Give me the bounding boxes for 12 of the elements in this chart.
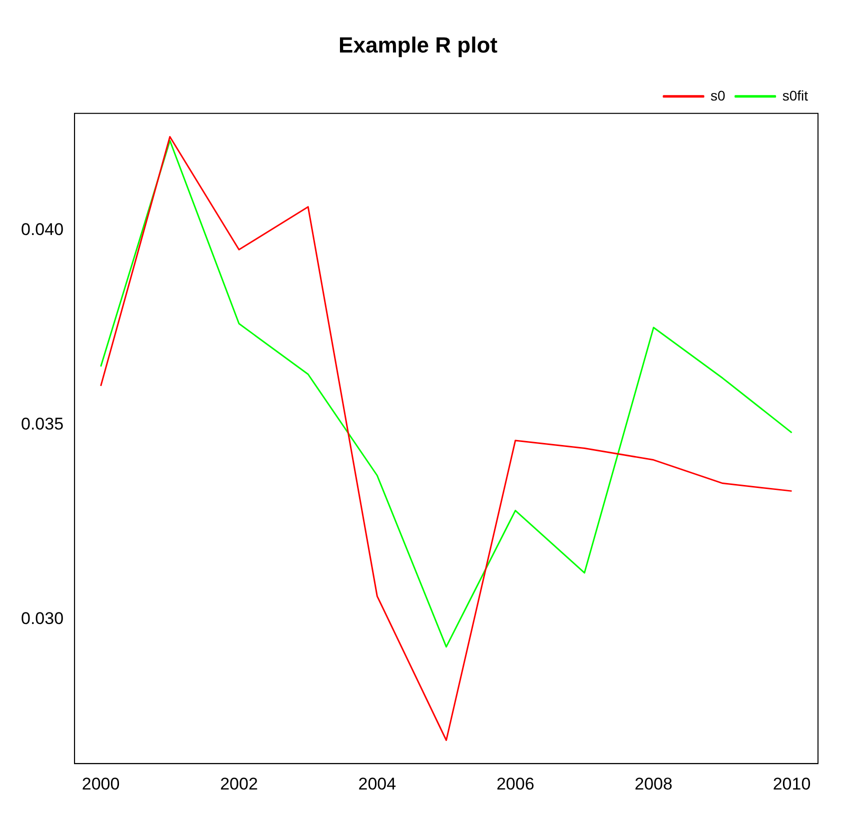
y-tick-label: 0.035 [20, 414, 64, 434]
x-tick-label: 2004 [358, 774, 396, 794]
x-tick-label: 2002 [220, 774, 258, 794]
legend-label: s0fit [782, 87, 808, 104]
x-tick-label: 2010 [772, 774, 811, 794]
x-tick-label: 2006 [496, 774, 534, 794]
x-tick-label: 2000 [82, 774, 120, 794]
x-tick-label: 2008 [634, 774, 672, 794]
chart-title: Example R plot [338, 32, 498, 58]
y-tick-label: 0.030 [20, 609, 64, 628]
legend-label: s0 [710, 87, 726, 104]
y-tick-label: 0.040 [20, 220, 64, 239]
